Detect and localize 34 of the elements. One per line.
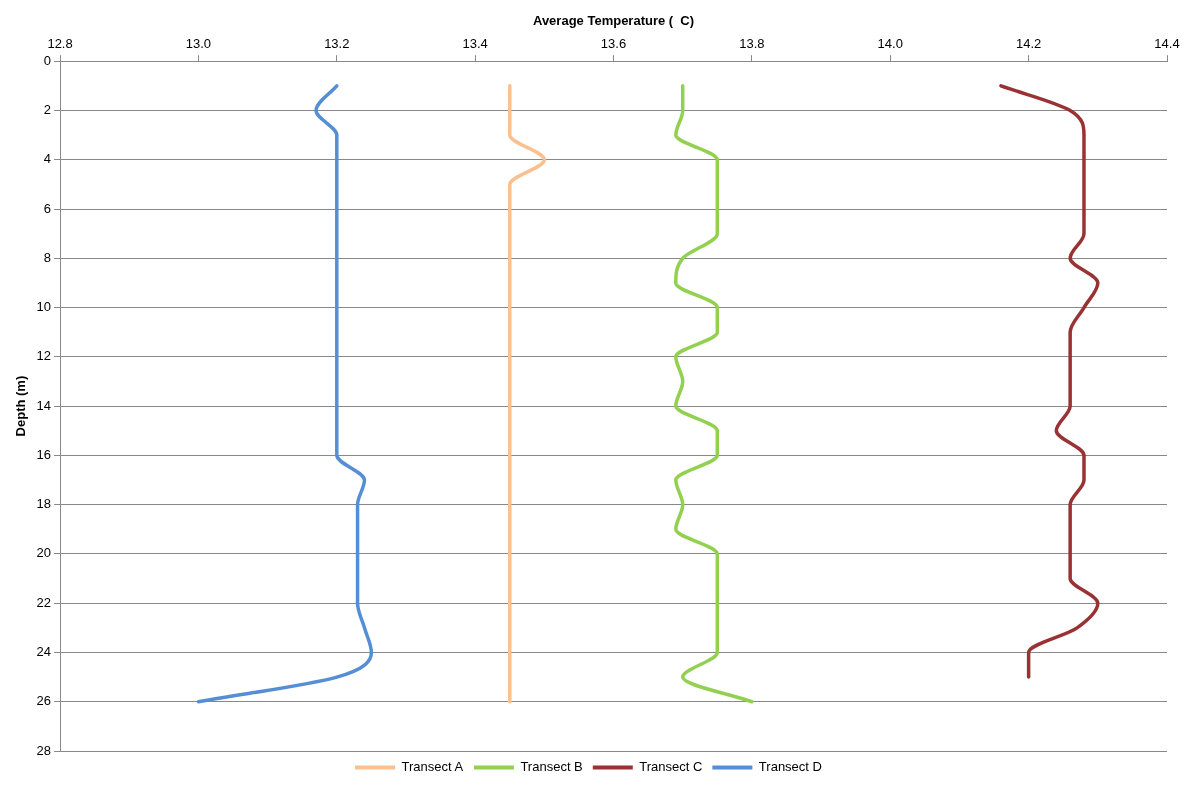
y-tick-label: 20: [36, 545, 52, 561]
line-series: [999, 84, 1100, 679]
y-tick-label: 12: [36, 348, 52, 364]
legend-label: Transect D: [758, 759, 822, 775]
x-tick-label: 14.0: [877, 35, 903, 51]
y-tick-label: 6: [43, 200, 52, 216]
line-series: [508, 84, 547, 704]
y-tick-label: 16: [36, 446, 52, 462]
x-tick-label: 12.8: [47, 35, 73, 51]
x-tick-label: 14.4: [1154, 35, 1180, 51]
legend-label: Transect B: [520, 759, 583, 775]
y-tick-label: 8: [43, 249, 52, 265]
x-tick-label: 14.2: [1015, 35, 1042, 51]
y-tick-label: 22: [36, 594, 52, 610]
x-tick-label: 13.8: [739, 35, 765, 51]
y-tick-label: 14: [36, 397, 52, 413]
x-tick-label: 13.6: [600, 35, 627, 51]
y-axis-title: Depth (m): [13, 375, 29, 437]
y-tick-label: 10: [36, 299, 52, 315]
y-tick-label: 4: [43, 151, 52, 167]
x-tick-label: 13.0: [185, 35, 212, 51]
line-series: [196, 84, 374, 704]
y-tick-label: 18: [36, 496, 52, 512]
x-axis-title: Average Temperature ( C): [532, 13, 695, 29]
x-tick-label: 13.4: [462, 35, 488, 51]
y-tick-label: 26: [36, 693, 52, 709]
line-series: [674, 84, 754, 704]
y-tick-label: 0: [43, 52, 52, 68]
y-tick-label: 2: [43, 102, 52, 118]
x-tick-label: 13.2: [324, 35, 350, 51]
y-tick-label: 28: [36, 742, 52, 758]
y-tick-label: 24: [36, 644, 52, 660]
legend-label: Transect C: [639, 759, 703, 775]
legend-label: Transect A: [401, 759, 464, 775]
